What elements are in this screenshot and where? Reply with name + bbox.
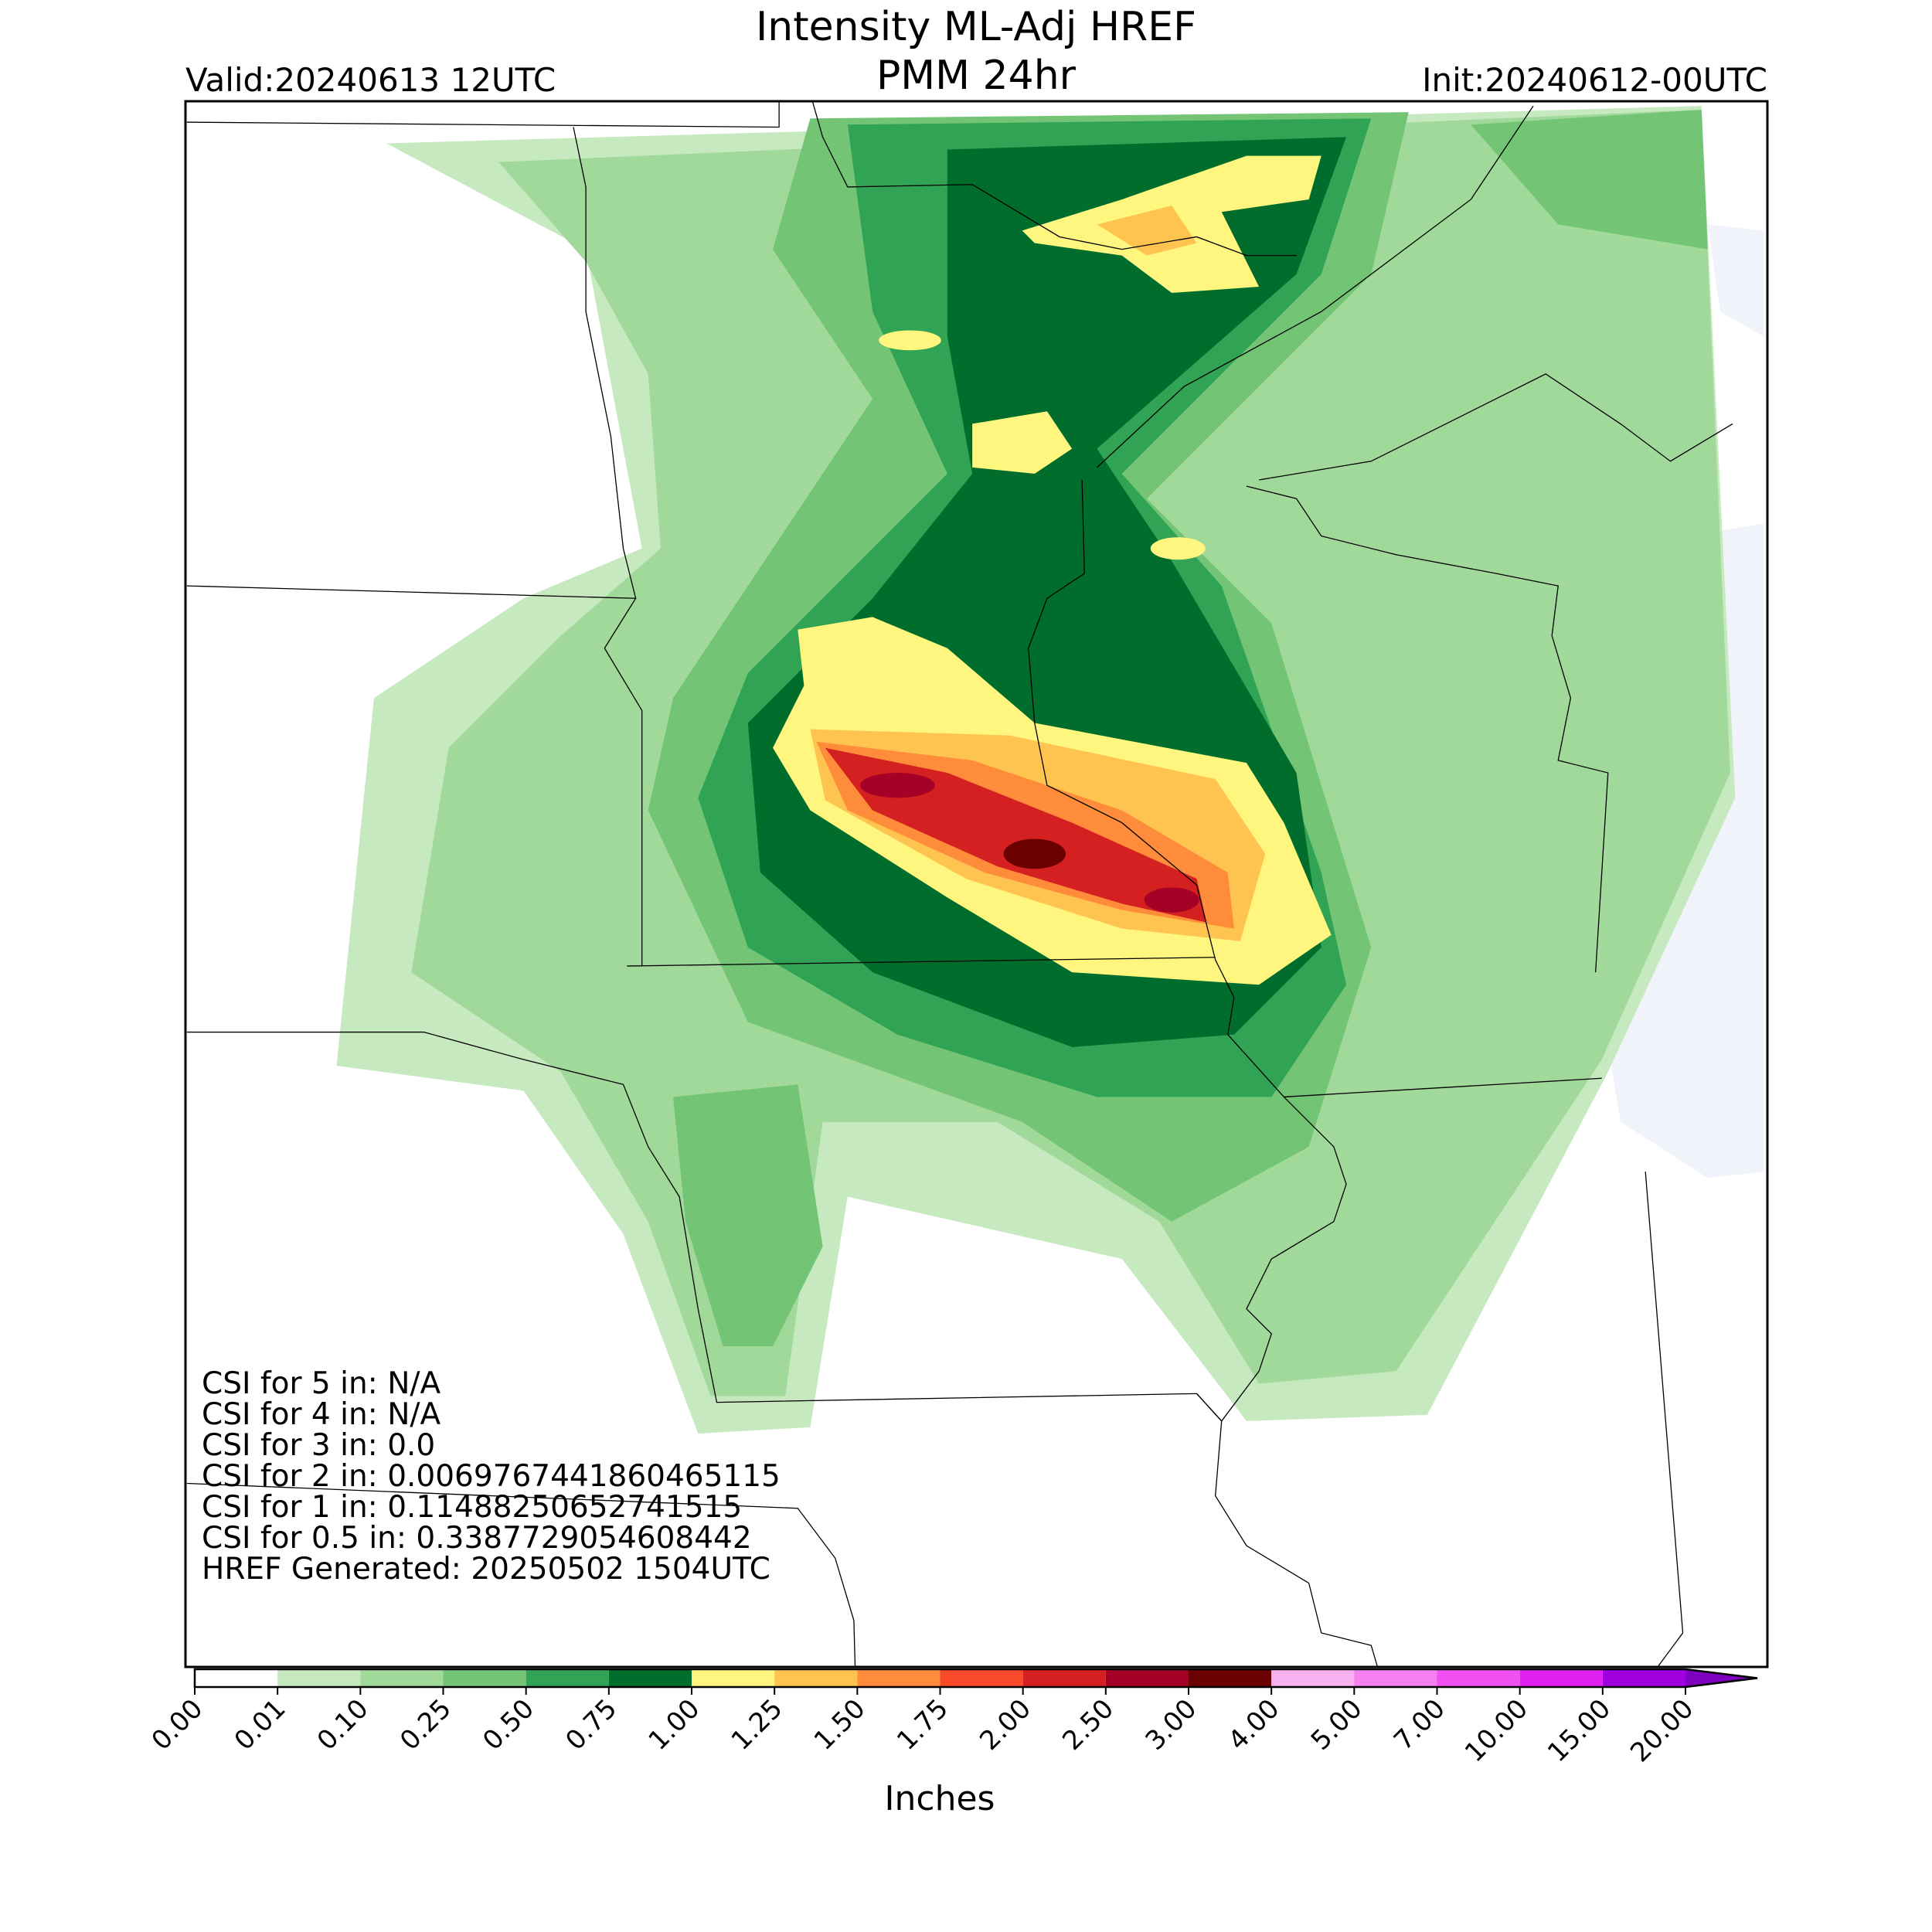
- colorbar-segment: [1271, 1669, 1355, 1687]
- colorbar-extension: [1685, 1669, 1757, 1687]
- stat-line: CSI for 2 in: 0.0069767441860465115: [202, 1459, 781, 1494]
- colorbar-segment: [1354, 1669, 1437, 1687]
- colorbar-segment: [443, 1669, 526, 1687]
- stat-line: CSI for 3 in: 0.0: [202, 1428, 435, 1463]
- stat-line: CSI for 5 in: N/A: [202, 1366, 441, 1401]
- colorbar-tick-label: 15.00: [1542, 1693, 1617, 1768]
- colorbar-tick-label: 1.00: [643, 1693, 706, 1757]
- rain-area: [673, 1084, 823, 1347]
- colorbar-tick-label: 0.10: [311, 1693, 375, 1757]
- colorbar-tick-label: 20.00: [1624, 1693, 1699, 1768]
- init-time: Init:20240612-00UTC: [1422, 61, 1767, 99]
- colorbar-tick-label: 5.00: [1305, 1693, 1369, 1757]
- rain-cell: [972, 411, 1073, 474]
- map-frame: [184, 100, 1769, 1668]
- rain-cell: [1150, 537, 1206, 560]
- colorbar-segment: [940, 1669, 1023, 1687]
- colorbar-tick-label: 3.00: [1140, 1693, 1203, 1757]
- colorbar-tick-label: 4.00: [1223, 1693, 1286, 1757]
- colorbar-segment: [774, 1669, 858, 1687]
- colorbar-tick-label: 2.00: [974, 1693, 1037, 1757]
- colorbar-tick-label: 0.75: [560, 1693, 623, 1757]
- title-line: Intensity ML-Adj HREF: [756, 4, 1196, 50]
- colorbar-segment: [1022, 1669, 1106, 1687]
- colorbar-tick-label: 0.00: [146, 1693, 209, 1757]
- colorbar-segment: [1602, 1669, 1685, 1687]
- colorbar-segment: [692, 1669, 775, 1687]
- colorbar-segment: [277, 1669, 361, 1687]
- colorbar-tick-label: 0.01: [229, 1693, 292, 1757]
- rain-core: [1003, 838, 1066, 869]
- colorbar-segment: [1519, 1669, 1603, 1687]
- stat-line: CSI for 1 in: 0.11488250652741515: [202, 1490, 742, 1525]
- colorbar-segment: [195, 1669, 278, 1687]
- rain-core: [859, 773, 935, 798]
- colorbar-tick-label: 1.75: [891, 1693, 954, 1757]
- colorbar-label: Inches: [885, 1779, 995, 1818]
- colorbar-tick-label: 1.25: [726, 1693, 789, 1757]
- colorbar-outline: [193, 1668, 1758, 1689]
- stat-line: CSI for 0.5 in: 0.3387729054608442: [202, 1521, 752, 1556]
- rain-cell: [879, 330, 941, 351]
- colorbar-segment: [857, 1669, 940, 1687]
- colorbar-segment: [526, 1669, 609, 1687]
- colorbar: 0.00 0.01 0.10 0.25 0.50 0.75 1.00 1.25 1.50 1.75…: [146, 1668, 1758, 1818]
- colorbar-tick-label: 10.00: [1459, 1693, 1534, 1768]
- valid-time: Valid:20240613 12UTC: [185, 61, 556, 99]
- title-line: PMM 24hr: [876, 53, 1077, 99]
- borders: [186, 101, 1733, 1667]
- colorbar-segment: [608, 1669, 692, 1687]
- lake: [1707, 224, 1764, 337]
- colorbar-tick-label: 2.50: [1056, 1693, 1120, 1757]
- colorbar-segment: [360, 1669, 444, 1687]
- rain-area: [1471, 109, 1708, 250]
- map: [186, 101, 1764, 1667]
- colorbar-segment: [1105, 1669, 1189, 1687]
- rain-core: [1144, 887, 1199, 913]
- colorbar-tick-label: 0.50: [477, 1693, 540, 1757]
- colorbar-tick-label: 0.25: [394, 1693, 457, 1757]
- rain-cell: [1097, 206, 1197, 256]
- stat-line: HREF Generated: 20250502 1504UTC: [202, 1552, 770, 1587]
- colorbar-tick-label: 1.50: [808, 1693, 872, 1757]
- colorbar-segment: [1189, 1669, 1272, 1687]
- colorbar-segment: [1437, 1669, 1520, 1687]
- colorbar-tick-label: 7.00: [1388, 1693, 1451, 1757]
- stat-line: CSI for 4 in: N/A: [202, 1397, 441, 1432]
